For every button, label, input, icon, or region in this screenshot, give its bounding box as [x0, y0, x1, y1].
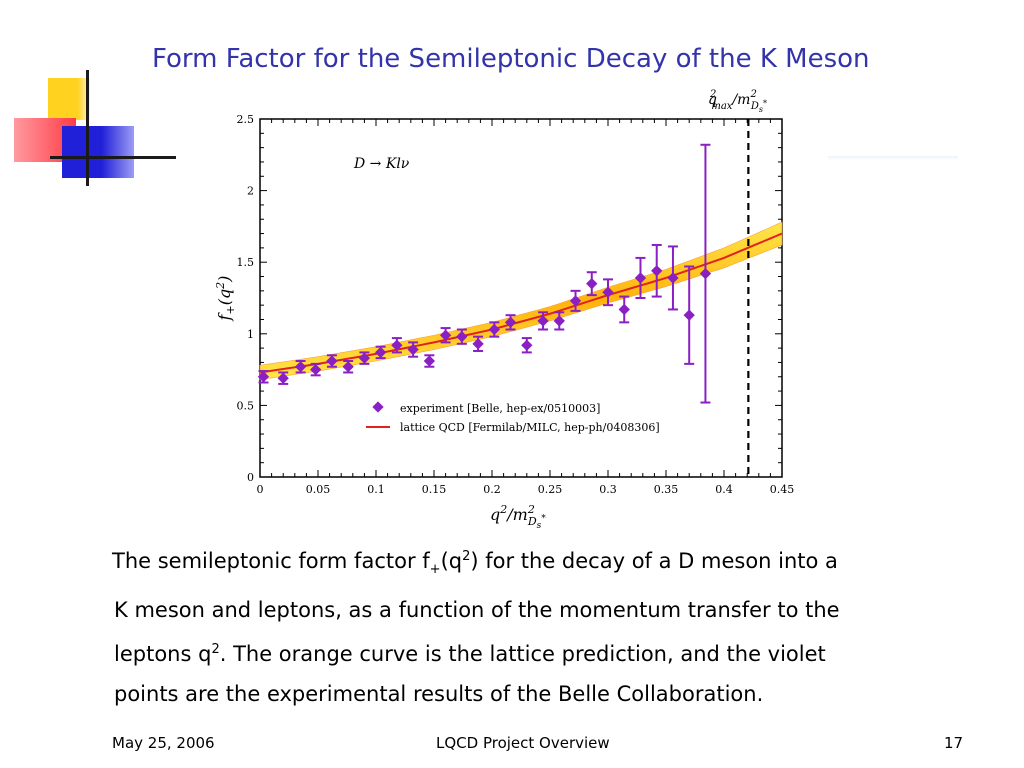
experiment-point	[423, 354, 436, 368]
experiment-point	[618, 295, 630, 324]
lattice-central-line	[259, 232, 783, 374]
lattice-curve	[259, 232, 783, 374]
plot-frame	[259, 118, 783, 478]
slide-caption: The semileptonic form factor f+(q2) for …	[104, 537, 994, 714]
data-marker	[488, 323, 500, 336]
y-tick-label: 1.5	[237, 256, 255, 269]
decorative-yellow-square	[48, 78, 90, 120]
footer-date: May 25, 2006	[112, 734, 215, 752]
data-marker	[257, 371, 270, 383]
y-tick-label: 0	[247, 471, 254, 484]
data-marker	[472, 338, 484, 350]
data-marker	[537, 315, 549, 327]
x-tick-label: 0.3	[599, 483, 617, 496]
data-marker	[683, 309, 695, 321]
decorative-vertical-line	[86, 70, 89, 186]
data-marker	[456, 331, 468, 343]
experiment-point	[407, 341, 419, 358]
experiment-point	[439, 327, 452, 344]
top-axis-label: q2 max/m2 Ds*	[708, 89, 767, 114]
x-tick-label: 0.1	[367, 483, 385, 496]
legend-experiment-marker	[372, 401, 384, 413]
experiment-point	[277, 371, 289, 385]
data-marker	[618, 303, 630, 316]
data-marker	[569, 295, 582, 307]
data-marker	[586, 278, 598, 290]
data-marker	[602, 286, 614, 298]
data-marker	[358, 352, 371, 364]
data-marker	[699, 267, 712, 280]
axis-ticks: 0 0.05 0.1 0.15 0.2 0.25 0.3 0.35 0.4 0.45 0 0.5 1 1.…	[237, 113, 795, 496]
experiment-point	[634, 256, 647, 299]
data-marker	[634, 272, 647, 284]
data-marker	[439, 329, 452, 341]
chart-annotation: D → Klν	[353, 156, 410, 172]
experiment-point	[257, 370, 270, 384]
experiment-point	[472, 335, 484, 352]
experiment-point	[391, 337, 403, 354]
legend-lattice-label: lattice QCD [Fermilab/MILC, hep-ph/04083…	[400, 421, 660, 434]
chart-legend: experiment [Belle, hep-ex/0510003] latti…	[366, 401, 660, 434]
footer-page-number: 17	[944, 734, 964, 752]
experiment-point	[537, 311, 549, 331]
data-marker	[326, 355, 338, 367]
experiment-point	[699, 143, 712, 404]
x-tick-label: 0.35	[654, 483, 679, 496]
data-marker	[504, 316, 517, 329]
x-tick-label: 0.45	[770, 483, 795, 496]
experiment-point	[488, 321, 500, 338]
experiment-point	[504, 314, 517, 331]
experiment-point	[374, 345, 387, 360]
decorative-horizontal-line	[50, 156, 176, 159]
experiment-point	[667, 245, 679, 311]
form-factor-chart: 0 0.05 0.1 0.15 0.2 0.25 0.3 0.35 0.4 0.45 0 0.5 1 1.…	[214, 89, 795, 531]
y-tick-label: 0.5	[237, 399, 255, 412]
experiment-point	[326, 354, 338, 368]
experiment-point	[586, 271, 598, 297]
experiment-point	[358, 351, 371, 365]
experiment-point	[683, 265, 695, 365]
x-axis-label: q2/m2 Ds*	[490, 503, 546, 531]
svg-text:f+(q2): f+(q2)	[214, 276, 237, 322]
caption-line-4: points are the experimental results of t…	[114, 682, 764, 707]
experiment-point	[456, 328, 468, 345]
x-tick-label: 0.05	[306, 483, 331, 496]
x-tick-label: 0	[257, 483, 264, 496]
y-axis-label: f+(q2)	[214, 276, 237, 322]
legend-experiment-label: experiment [Belle, hep-ex/0510003]	[400, 402, 600, 415]
x-tick-label: 0.4	[715, 483, 733, 496]
y-tick-label: 1	[247, 328, 254, 341]
slide-title: Form Factor for the Semileptonic Decay o…	[152, 44, 870, 74]
experiment-point	[294, 360, 307, 374]
data-marker	[651, 265, 663, 277]
experiment-point	[569, 289, 582, 312]
decorative-blue-rectangle	[62, 126, 134, 178]
caption-line-3: leptons q2. The orange curve is the latt…	[114, 642, 826, 667]
experiment-point	[602, 278, 614, 307]
y-tick-label: 2	[247, 185, 254, 198]
y-tick-label: 2.5	[237, 113, 255, 126]
title-rule	[828, 156, 958, 160]
data-marker	[374, 346, 387, 359]
data-marker	[553, 315, 565, 327]
experiment-point	[651, 244, 663, 298]
experiment-points	[257, 143, 712, 404]
data-marker	[342, 361, 354, 373]
caption-line-2: K meson and leptons, as a function of th…	[114, 598, 840, 623]
x-tick-label: 0.2	[483, 483, 501, 496]
data-marker	[277, 372, 289, 384]
data-marker	[423, 355, 436, 367]
experiment-point	[342, 360, 354, 374]
caption-line-1: The semileptonic form factor f+(q2) for …	[112, 549, 838, 578]
data-marker	[407, 343, 419, 356]
data-marker	[667, 272, 679, 284]
x-tick-label: 0.15	[422, 483, 447, 496]
experiment-point	[553, 311, 565, 331]
footer-title: LQCD Project Overview	[436, 734, 610, 752]
x-tick-label: 0.25	[538, 483, 563, 496]
